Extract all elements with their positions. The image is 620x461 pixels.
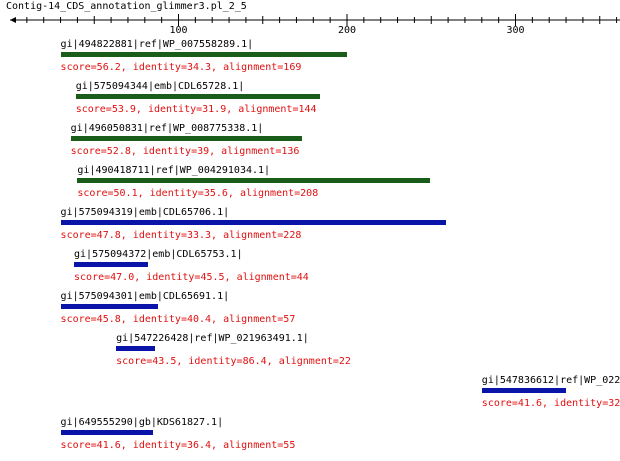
hit-alignment-bar[interactable] [481,388,567,393]
alignment-hit[interactable]: gi|649555290|gb|KDS61827.1| score=41.6, i… [60,417,296,451]
alignment-hit[interactable]: gi|575094372|emb|CDL65753.1| score=47.0, … [74,249,309,283]
hit-alignment-bar[interactable] [74,262,149,267]
hit-alignment-bar[interactable] [70,136,302,141]
alignment-hit[interactable]: gi|575094319|emb|CDL65706.1| score=47.8, … [60,207,447,241]
hit-score-stats: score=50.1, identity=35.6, alignment=208 [77,188,319,199]
alignment-hit[interactable]: gi|494822881|ref|WP_007558289.1| score=56… [60,39,347,73]
hit-score-stats: score=41.6, identity=32 [481,398,620,409]
ruler-tick-label: 200 [338,25,356,36]
alignment-hit[interactable]: gi|547836612|ref|WP_022 score=41.6, ident… [481,375,620,409]
alignment-hit[interactable]: gi|575094344|emb|CDL65728.1| score=53.9, … [75,81,321,115]
hit-accession-label[interactable]: gi|496050831|ref|WP_008775338.1| [70,123,264,134]
hit-alignment-bar[interactable] [60,220,447,225]
track-title: Contig-14_CDS_annotation_glimmer3.pl_2_5 [6,1,247,12]
hit-score-stats: score=43.5, identity=86.4, alignment=22 [116,356,351,367]
hit-accession-label[interactable]: gi|575094372|emb|CDL65753.1| [74,249,243,260]
hit-alignment-bar[interactable] [116,346,155,351]
hit-score-stats: score=45.8, identity=40.4, alignment=57 [60,314,296,325]
position-ruler: 100 200 300 [10,14,620,36]
hit-accession-label[interactable]: gi|649555290|gb|KDS61827.1| [60,417,224,428]
hit-alignment-bar[interactable] [60,304,159,309]
hit-accession-label[interactable]: gi|494822881|ref|WP_007558289.1| [60,39,254,50]
hit-accession-label[interactable]: gi|575094301|emb|CDL65691.1| [60,291,230,302]
hit-score-stats: score=41.6, identity=36.4, alignment=55 [60,440,296,451]
hit-score-stats: score=47.8, identity=33.3, alignment=228 [60,230,302,241]
hit-alignment-bar[interactable] [75,94,321,99]
hit-alignment-bar[interactable] [77,178,430,183]
hit-accession-label[interactable]: gi|547226428|ref|WP_021963491.1| [116,333,309,344]
hit-accession-label[interactable]: gi|547836612|ref|WP_022 [481,375,620,386]
alignment-hit[interactable]: gi|490418711|ref|WP_004291034.1| score=50… [77,165,430,199]
hit-alignment-bar[interactable] [60,52,347,57]
ruler-tick-label: 100 [169,25,187,36]
hit-score-stats: score=56.2, identity=34.3, alignment=169 [60,62,302,73]
hit-score-stats: score=52.8, identity=39, alignment=136 [70,146,300,157]
hit-accession-label[interactable]: gi|490418711|ref|WP_004291034.1| [77,165,271,176]
ruler-tick-label: 300 [506,25,524,36]
ruler-left-arrow-icon [10,17,16,23]
hit-score-stats: score=47.0, identity=45.5, alignment=44 [74,272,309,283]
hit-accession-label[interactable]: gi|575094344|emb|CDL65728.1| [75,81,245,92]
hit-alignment-bar[interactable] [60,430,154,435]
alignment-hit[interactable]: gi|575094301|emb|CDL65691.1| score=45.8, … [60,291,296,325]
hit-accession-label[interactable]: gi|575094319|emb|CDL65706.1| [60,207,230,218]
hit-score-stats: score=53.9, identity=31.9, alignment=144 [75,104,317,115]
alignment-hit[interactable]: gi|496050831|ref|WP_008775338.1| score=52… [70,123,302,157]
alignment-hit[interactable]: gi|547226428|ref|WP_021963491.1| score=43… [116,333,351,367]
